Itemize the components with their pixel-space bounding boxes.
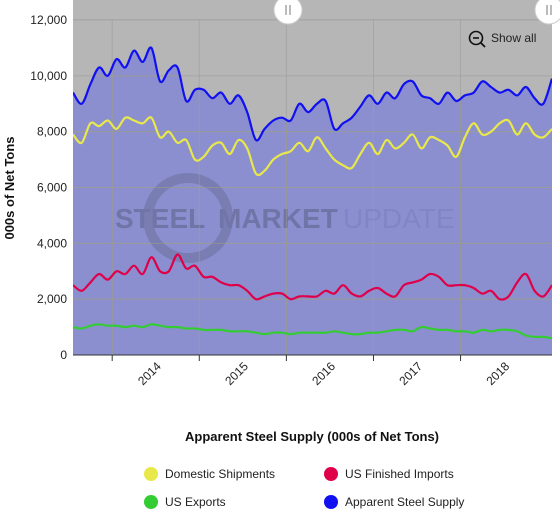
legend-marker: [324, 467, 338, 481]
show-all-label[interactable]: Show all: [491, 31, 536, 45]
legend-marker: [324, 495, 338, 509]
area-above-supply: [73, 20, 552, 141]
navigator-background: [73, 0, 552, 20]
watermark-steel: STEEL: [115, 203, 205, 234]
legend-marker: [144, 467, 158, 481]
x-tick-label: 2014: [135, 359, 164, 388]
navigator-left-handle-knob[interactable]: [273, 0, 303, 25]
x-tick-label: 2016: [309, 359, 338, 388]
x-tick-label: 2015: [222, 359, 251, 388]
legend-marker: [144, 495, 158, 509]
legend-item-us-finished-imports[interactable]: US Finished Imports: [324, 467, 454, 481]
y-tick-label: 10,000: [30, 69, 67, 83]
zoom-out-icon: [468, 30, 484, 46]
series-domestic-shipments: [73, 116, 552, 177]
zoom-out-icon-handle: [480, 42, 486, 48]
legend-item-apparent-steel-supply[interactable]: Apparent Steel Supply: [324, 495, 464, 509]
legend-label: US Finished Imports: [345, 467, 454, 481]
navigator-right-handle[interactable]: [534, 0, 560, 25]
y-tick-label: 0: [60, 348, 67, 362]
y-tick-label: 12,000: [30, 13, 67, 27]
y-tick-label: 4,000: [37, 236, 67, 250]
watermark-market: MARKET: [218, 203, 338, 234]
watermark-update: UPDATE: [343, 203, 455, 234]
legend-label: Domestic Shipments: [165, 467, 275, 481]
series-us-finished-imports: [73, 253, 552, 301]
y-axis-title: 000s of Net Tons: [2, 136, 17, 239]
series-us-exports: [73, 323, 552, 340]
series-apparent-steel-supply: [73, 46, 552, 142]
legend-label: US Exports: [165, 495, 226, 509]
y-tick-label: 8,000: [37, 125, 67, 139]
legend: Domestic Shipments US Finished Imports U…: [144, 467, 464, 509]
legend-label: Apparent Steel Supply: [345, 495, 464, 509]
navigator-right-handle-knob[interactable]: [534, 0, 560, 25]
legend-item-us-exports[interactable]: US Exports: [144, 495, 226, 509]
y-tick-label: 6,000: [37, 181, 67, 195]
x-tick-label: 2018: [483, 359, 512, 388]
x-axis-ticks: 2014 2015 2016 2017 2018: [111, 355, 512, 388]
y-tick-label: 2,000: [37, 292, 67, 306]
show-all-button[interactable]: Show all: [468, 30, 537, 48]
watermark: STEEL MARKET UPDATE: [115, 173, 455, 263]
navigator-left-handle[interactable]: [273, 0, 303, 25]
y-axis-ticks: 0 2,000 4,000 6,000 8,000 10,000 12,000: [30, 13, 67, 362]
watermark-ring: [143, 173, 233, 263]
x-tick-label: 2017: [396, 359, 425, 388]
series-layer: [73, 20, 552, 355]
legend-item-domestic-shipments[interactable]: Domestic Shipments: [144, 467, 275, 481]
x-axis-title: Apparent Steel Supply (000s of Net Tons): [185, 429, 439, 444]
